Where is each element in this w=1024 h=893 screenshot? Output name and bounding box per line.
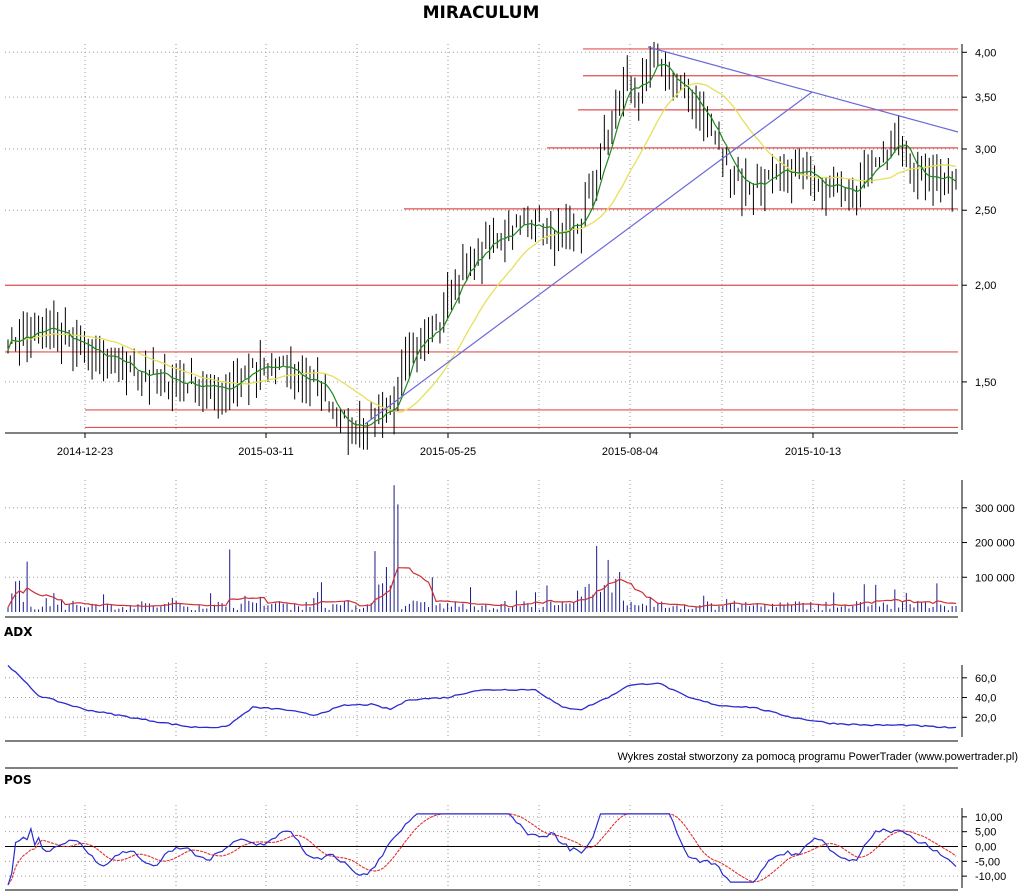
x-tick-label: 2014-12-23	[57, 446, 113, 458]
downtrend-line	[647, 46, 959, 133]
pos-y-ticks: 10,00 5,00 0,00 -5,00 -10,00	[962, 812, 1006, 883]
price-panel: 2014-12-23 2015-03-11 2015-05-25 2015-08-04…	[5, 41, 996, 458]
price-ma-short	[7, 63, 957, 427]
y-tick-label: 5,00	[975, 827, 996, 839]
price-grid	[5, 44, 958, 430]
pos-line	[7, 813, 957, 886]
y-tick-label: 4,00	[975, 47, 996, 59]
x-tick-label: 2015-05-25	[420, 446, 476, 458]
volume-y-ticks: 300 000 200 000 100 000	[962, 503, 1015, 584]
credit-text: Wykres został stworzony za pomocą progra…	[617, 751, 1018, 763]
y-tick-label: 20,0	[975, 712, 996, 724]
y-tick-label: 1,50	[975, 377, 996, 389]
volume-grid	[5, 480, 958, 612]
y-tick-label: 2,00	[975, 280, 996, 292]
y-tick-label: 40,0	[975, 693, 996, 705]
chart-title: MIRACULUM	[423, 3, 540, 23]
adx-panel: ADX 60,0 40,0 20,0	[4, 625, 996, 742]
y-tick-label: 3,00	[975, 144, 996, 156]
volume-average-line	[7, 566, 957, 608]
y-tick-label: 300 000	[975, 503, 1015, 515]
y-tick-label: 10,00	[975, 812, 1003, 824]
price-bars	[7, 41, 957, 456]
y-tick-label: 3,50	[975, 92, 996, 104]
volume-panel: 300 000 200 000 100 000	[5, 480, 1015, 618]
adx-line	[7, 664, 957, 729]
adx-grid	[5, 663, 958, 737]
support-resistance-lines	[5, 48, 958, 429]
x-tick-label: 2015-03-11	[238, 446, 293, 458]
y-tick-label: -5,00	[975, 856, 1000, 868]
price-x-ticks: 2014-12-23 2015-03-11 2015-05-25 2015-08-04…	[57, 433, 841, 458]
adx-y-ticks: 60,0 40,0 20,0	[962, 673, 996, 724]
y-tick-label: 0,00	[975, 842, 996, 854]
volume-bars	[7, 485, 957, 612]
y-tick-label: 200 000	[975, 538, 1015, 550]
pos-signal-line	[7, 813, 957, 886]
price-y-ticks: 4,00 3,50 3,00 2,50 2,00 1,50	[962, 47, 996, 389]
pos-panel: POS 10,00 5,00 0,00 -5,00 -10,00	[4, 773, 1006, 891]
y-tick-label: -10,00	[975, 871, 1006, 883]
uptrend-line	[364, 91, 813, 425]
x-tick-label: 2015-10-13	[785, 446, 841, 458]
pos-grid	[5, 805, 958, 888]
pos-label: POS	[4, 773, 32, 787]
y-tick-label: 60,0	[975, 673, 996, 685]
y-tick-label: 100 000	[975, 572, 1015, 584]
y-tick-label: 2,50	[975, 205, 996, 217]
x-tick-label: 2015-08-04	[602, 446, 658, 458]
trendlines	[364, 46, 959, 425]
adx-label: ADX	[4, 625, 33, 639]
